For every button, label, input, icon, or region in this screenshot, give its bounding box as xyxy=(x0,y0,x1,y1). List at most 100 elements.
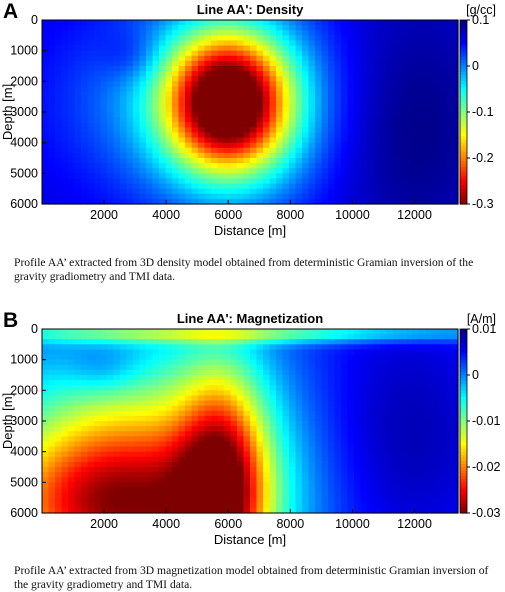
heatmap-cell xyxy=(386,482,394,489)
heatmap-cell xyxy=(263,369,271,376)
heatmap-cell xyxy=(191,441,199,448)
heatmap-cell xyxy=(204,369,212,376)
heatmap-cell xyxy=(419,364,427,371)
heatmap-cell xyxy=(204,400,212,407)
heatmap-cell xyxy=(315,55,323,62)
heatmap-cell xyxy=(133,178,141,185)
y-tick-label: 0 xyxy=(31,13,38,27)
heatmap-cell xyxy=(347,364,355,371)
heatmap-cell xyxy=(412,45,420,52)
heatmap-cell xyxy=(302,380,310,386)
heatmap-cell xyxy=(276,461,284,468)
heatmap-cell xyxy=(204,193,212,200)
heatmap-cell xyxy=(237,142,245,149)
heatmap-cell xyxy=(380,183,388,190)
heatmap-cell xyxy=(139,132,147,139)
heatmap-cell xyxy=(172,183,180,190)
heatmap-cell xyxy=(419,50,427,57)
heatmap-cell xyxy=(295,477,303,483)
heatmap-cell xyxy=(406,415,414,422)
heatmap-cell xyxy=(282,487,290,494)
heatmap-cell xyxy=(113,106,121,113)
heatmap-cell xyxy=(263,472,271,478)
heatmap-cell xyxy=(120,451,128,458)
heatmap-cell xyxy=(269,81,277,88)
heatmap-cell xyxy=(406,375,414,381)
heatmap-cell xyxy=(282,339,290,345)
heatmap-cell xyxy=(81,25,89,31)
heatmap-cell xyxy=(354,35,362,42)
heatmap-cell xyxy=(61,86,69,93)
heatmap-cell xyxy=(165,492,173,499)
heatmap-cell xyxy=(159,25,167,31)
heatmap-cell xyxy=(152,25,160,31)
heatmap-cell xyxy=(120,101,128,108)
heatmap-cell xyxy=(55,482,63,489)
heatmap-cell xyxy=(289,132,297,139)
heatmap-cell xyxy=(191,198,199,205)
heatmap-cell xyxy=(113,390,121,397)
heatmap-cell xyxy=(81,178,89,185)
heatmap-cell xyxy=(81,163,89,169)
heatmap-cell xyxy=(289,334,297,340)
heatmap-cell xyxy=(269,188,277,195)
heatmap-cell xyxy=(276,20,284,26)
heatmap-cell xyxy=(94,96,102,103)
heatmap-cell xyxy=(133,147,141,154)
heatmap-cell xyxy=(302,106,310,113)
heatmap-cell xyxy=(139,76,147,82)
colorbar-segment xyxy=(460,124,467,128)
heatmap-cell xyxy=(133,45,141,52)
heatmap-cell xyxy=(347,507,355,514)
heatmap-cell xyxy=(224,158,232,164)
heatmap-cell xyxy=(126,30,134,36)
heatmap-cell xyxy=(282,415,290,422)
heatmap-cell xyxy=(230,60,238,67)
heatmap-cell xyxy=(412,334,420,340)
heatmap-cell xyxy=(302,198,310,205)
heatmap-cell xyxy=(204,482,212,489)
heatmap-cell xyxy=(211,467,219,473)
heatmap-cell xyxy=(152,158,160,164)
heatmap-cell xyxy=(139,142,147,149)
heatmap-cell xyxy=(360,487,368,494)
heatmap-cell xyxy=(159,81,167,88)
heatmap-cell xyxy=(334,461,342,468)
heatmap-cell xyxy=(263,410,271,417)
heatmap-cell xyxy=(282,60,290,67)
heatmap-cell xyxy=(100,117,108,123)
heatmap-cell xyxy=(367,482,375,489)
heatmap-cell xyxy=(172,122,180,128)
heatmap-cell xyxy=(133,359,141,366)
heatmap-cell xyxy=(354,385,362,391)
x-tick-label: 2000 xyxy=(90,208,118,222)
heatmap-cell xyxy=(406,96,414,103)
heatmap-cell xyxy=(276,152,284,159)
heatmap-cell xyxy=(386,339,394,345)
heatmap-cell xyxy=(341,451,349,458)
colorbar-segment xyxy=(460,102,467,107)
heatmap-cell xyxy=(74,76,82,82)
heatmap-cell xyxy=(217,40,225,47)
heatmap-cell xyxy=(373,492,381,499)
heatmap-cell xyxy=(328,436,336,443)
heatmap-cell xyxy=(172,55,180,62)
heatmap-cell xyxy=(321,188,329,195)
heatmap-cell xyxy=(451,467,459,473)
heatmap-cell xyxy=(243,55,251,62)
heatmap-cell xyxy=(315,193,323,200)
heatmap-cell xyxy=(243,101,251,108)
heatmap-cell xyxy=(438,441,446,448)
x-tick-label: 6000 xyxy=(214,208,242,222)
heatmap-cell xyxy=(178,101,186,108)
heatmap-cell xyxy=(256,369,264,376)
heatmap-cell xyxy=(178,198,186,205)
heatmap-cell xyxy=(87,369,95,376)
heatmap-cell xyxy=(172,431,180,437)
heatmap-cell xyxy=(87,390,95,397)
heatmap-cell xyxy=(120,421,128,427)
heatmap-cell xyxy=(315,431,323,437)
heatmap-cell xyxy=(256,101,264,108)
heatmap-cell xyxy=(256,339,264,345)
heatmap-cell xyxy=(276,198,284,205)
